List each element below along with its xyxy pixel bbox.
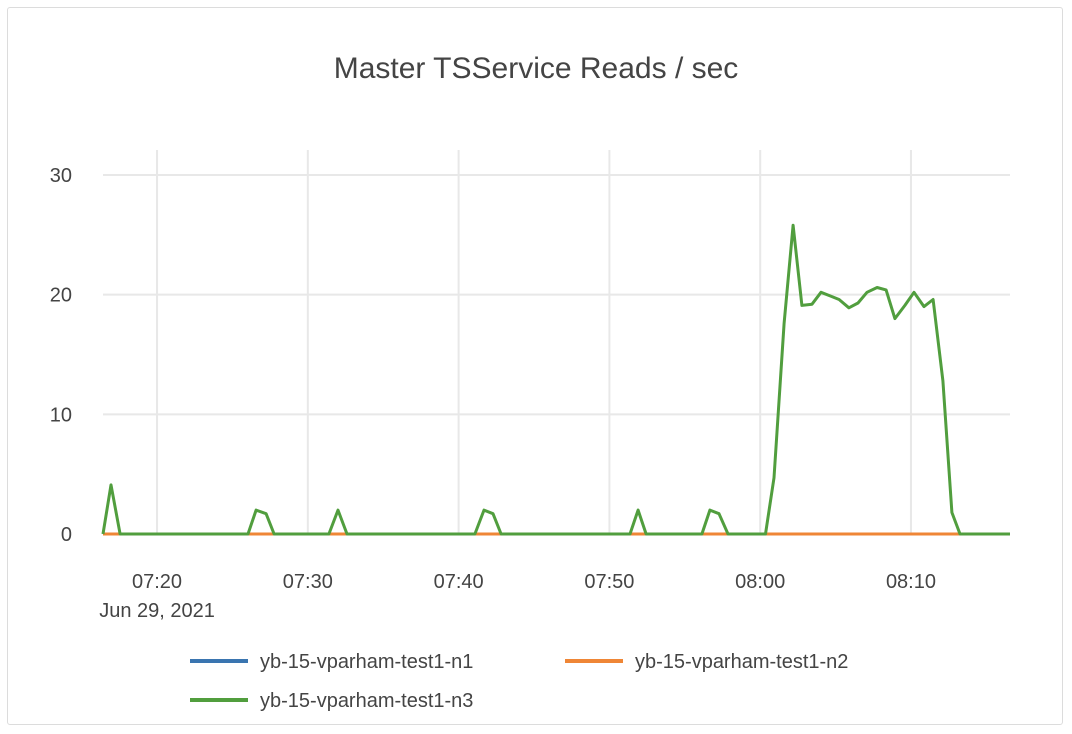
x-tick-label: 07:20 <box>132 571 182 593</box>
y-tick-label: 30 <box>50 165 72 187</box>
chart-title: Master TSService Reads / sec <box>334 52 739 85</box>
x-tick-label: 07:50 <box>584 571 634 593</box>
y-tick-label: 20 <box>50 285 72 307</box>
legend-label: yb-15-vparham-test1-n3 <box>260 690 473 712</box>
series-line-3 <box>101 223 1010 536</box>
x-tick-date-label: Jun 29, 2021 <box>99 600 215 622</box>
series-lines <box>101 223 1010 536</box>
x-tick-label: 08:10 <box>886 571 936 593</box>
y-tick-label: 10 <box>50 404 72 426</box>
x-axis: 07:20 Jun 29, 2021 07:30 07:40 07:50 08:00 08:… <box>99 571 936 622</box>
legend-item[interactable]: yb-15-vparham-test1-n3 <box>190 690 473 712</box>
grid <box>103 150 1010 534</box>
legend-item[interactable]: yb-15-vparham-test1-n2 <box>565 651 848 673</box>
y-tick-label: 0 <box>61 524 72 546</box>
legend-label: yb-15-vparham-test1-n2 <box>635 651 848 673</box>
chart-card <box>7 7 1063 725</box>
legend: yb-15-vparham-test1-n1 yb-15-vparham-test… <box>190 651 848 712</box>
x-tick-label: 07:40 <box>434 571 484 593</box>
legend-label: yb-15-vparham-test1-n1 <box>260 651 473 673</box>
legend-item[interactable]: yb-15-vparham-test1-n1 <box>190 651 473 673</box>
y-axis: 0 10 20 30 <box>50 165 72 546</box>
x-tick-label: 08:00 <box>735 571 785 593</box>
x-tick-label: 07:30 <box>283 571 333 593</box>
